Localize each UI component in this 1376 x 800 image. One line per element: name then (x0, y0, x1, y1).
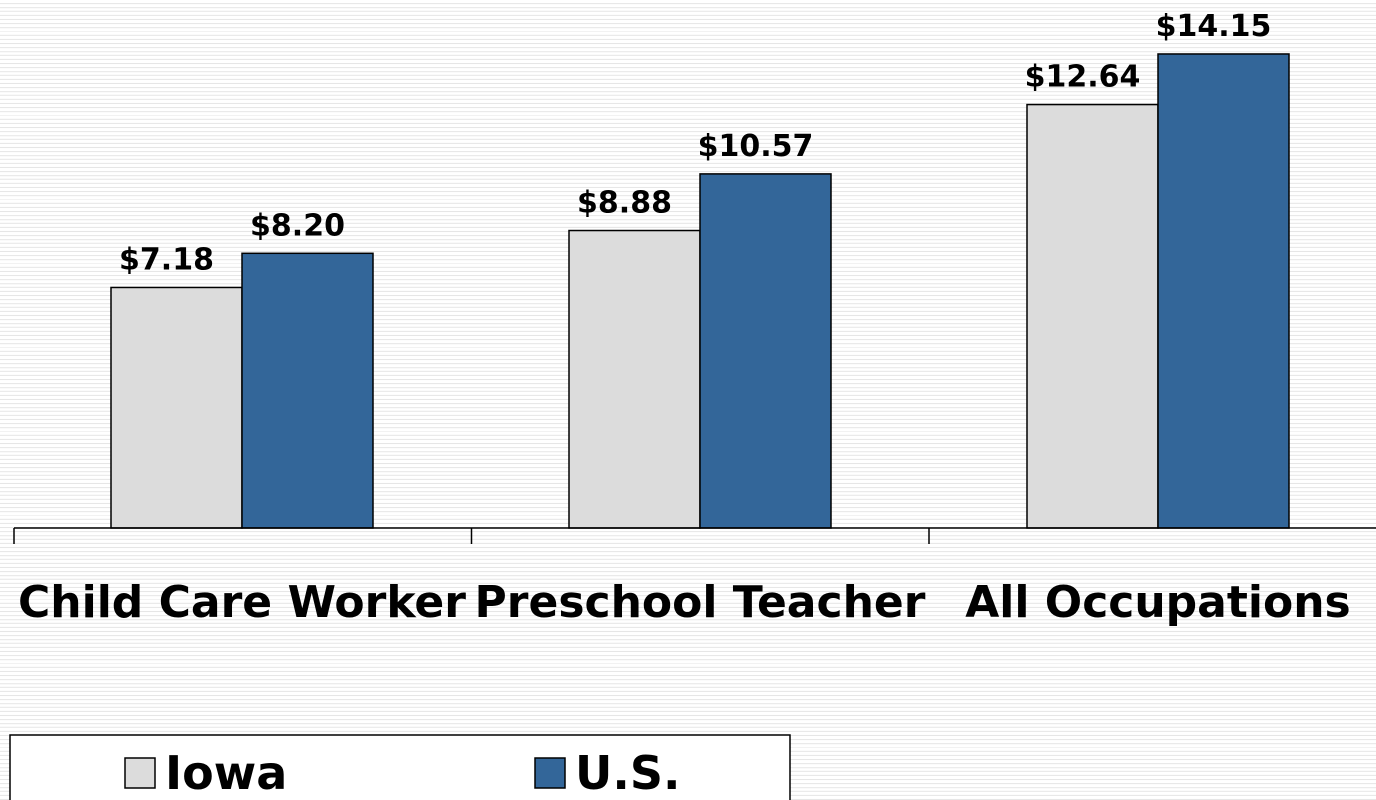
bar (568, 229, 701, 529)
value-label: $10.57 (698, 129, 814, 164)
x-tick-label: Preschool Teacher (474, 577, 926, 628)
bar (1026, 103, 1159, 529)
bar (110, 286, 243, 529)
x-tick-label: Child Care Worker (18, 577, 466, 628)
value-label: $12.64 (1025, 60, 1141, 95)
legend-label: U.S. (575, 746, 680, 800)
value-label: $8.88 (577, 186, 672, 221)
legend-swatch (124, 757, 156, 789)
legend-swatch (534, 757, 566, 789)
value-label: $8.20 (250, 208, 345, 243)
bar (699, 173, 832, 529)
value-label: $7.18 (119, 242, 214, 277)
bar (241, 252, 374, 529)
value-label: $14.15 (1156, 9, 1272, 44)
bar (1157, 53, 1290, 529)
legend-label: Iowa (165, 746, 287, 800)
x-tick-label: All Occupations (965, 577, 1351, 628)
